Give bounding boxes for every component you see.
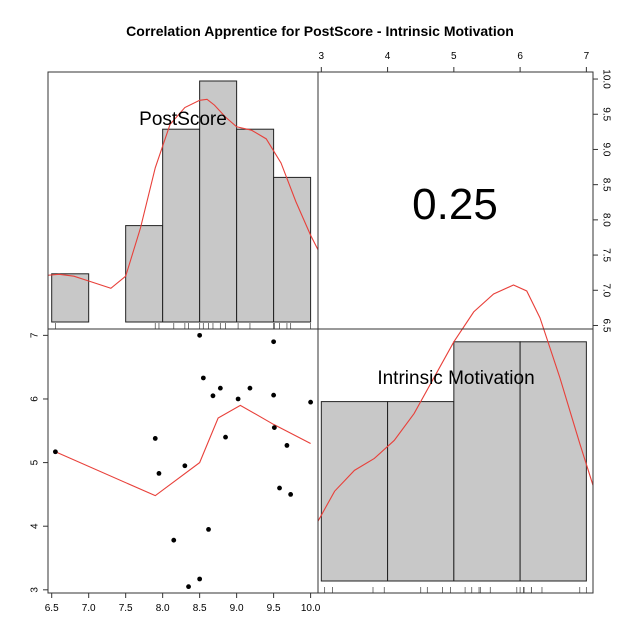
scatter-point bbox=[182, 463, 188, 469]
y-tick-label: 6.5 bbox=[601, 319, 612, 333]
scatter-point bbox=[271, 425, 277, 431]
panel-frame bbox=[317, 328, 594, 594]
motivation-label: Intrinsic Motivation bbox=[377, 368, 534, 389]
histogram-bar bbox=[125, 225, 164, 323]
y-tick-label: 8.0 bbox=[601, 213, 612, 227]
histogram-bar bbox=[51, 273, 90, 323]
x-tick-label: 7.0 bbox=[82, 603, 96, 614]
panel-frame bbox=[47, 328, 319, 594]
scatter-point bbox=[210, 393, 216, 399]
histogram-bar bbox=[273, 176, 312, 323]
correlation-value: 0.25 bbox=[412, 180, 498, 229]
histogram-bar bbox=[519, 341, 587, 582]
scatter-point bbox=[186, 584, 191, 590]
scatter-point bbox=[271, 339, 277, 345]
x-tick-label: 7.5 bbox=[119, 603, 133, 614]
y-tick-label: 5 bbox=[30, 459, 41, 465]
motivation-histogram-panel bbox=[317, 284, 594, 593]
y-tick-label: 6 bbox=[30, 396, 41, 402]
x-tick-label: 10.0 bbox=[301, 603, 321, 614]
y-tick-label: 10.0 bbox=[601, 69, 612, 89]
scatter-point bbox=[247, 385, 253, 391]
scatter-point bbox=[206, 526, 211, 532]
x-tick-label: 5 bbox=[451, 51, 457, 62]
x-tick-label: 6 bbox=[517, 51, 523, 62]
x-tick-label: 3 bbox=[319, 51, 325, 62]
scatter-point bbox=[284, 443, 290, 448]
y-tick-label: 7.5 bbox=[601, 248, 612, 262]
postscore-label: PostScore bbox=[139, 109, 227, 130]
x-tick-label: 9.5 bbox=[267, 603, 281, 614]
x-tick-label: 6.5 bbox=[45, 603, 59, 614]
chart-title: Correlation Apprentice for PostScore - I… bbox=[126, 23, 514, 39]
y-tick-label: 7 bbox=[30, 332, 41, 338]
scatter-point bbox=[277, 485, 282, 491]
scatter-point bbox=[235, 396, 241, 402]
scatter-point bbox=[271, 392, 277, 398]
scatter-point bbox=[288, 491, 294, 497]
scatter-point bbox=[217, 385, 223, 391]
y-tick-label: 7.0 bbox=[601, 283, 612, 297]
density-curve bbox=[317, 284, 594, 522]
x-tick-label: 4 bbox=[385, 51, 391, 62]
histogram-bar bbox=[162, 128, 201, 323]
y-tick-label: 9.0 bbox=[601, 142, 612, 156]
postscore-histogram-panel bbox=[47, 80, 319, 329]
axes: 6.5 7.0 7.5 8.0 8.5 9.0 9.5 10.0 3 4 5 6 7 3 4 5 6 7 6.5 7.… bbox=[30, 51, 612, 614]
histogram-bar bbox=[387, 401, 455, 582]
histogram-bar bbox=[236, 128, 275, 323]
scatter-point bbox=[197, 576, 203, 582]
scatter-point bbox=[52, 449, 58, 455]
scatter-point bbox=[308, 399, 314, 405]
y-tick-label: 4 bbox=[30, 523, 41, 529]
density-curve bbox=[47, 98, 319, 289]
correlation-panel: 0.25 bbox=[412, 180, 498, 229]
scatter-point bbox=[171, 537, 177, 543]
y-tick-label: 3 bbox=[30, 587, 41, 593]
scatter-panel bbox=[52, 332, 314, 590]
x-tick-label: 8.5 bbox=[193, 603, 207, 614]
y-tick-label: 9.5 bbox=[601, 107, 612, 121]
x-tick-label: 8.0 bbox=[156, 603, 170, 614]
x-tick-label: 7 bbox=[584, 51, 590, 62]
scatter-point bbox=[156, 471, 162, 476]
x-tick-label: 9.0 bbox=[230, 603, 244, 614]
panel-labels: PostScore Intrinsic Motivation bbox=[139, 109, 535, 389]
scatter-point bbox=[223, 434, 228, 440]
scatter-point bbox=[152, 436, 158, 441]
smooth-line bbox=[55, 404, 311, 497]
histogram-bar bbox=[320, 401, 389, 582]
y-tick-label: 8.5 bbox=[601, 178, 612, 192]
scatter-point bbox=[200, 375, 206, 381]
scatter-point bbox=[197, 332, 203, 338]
